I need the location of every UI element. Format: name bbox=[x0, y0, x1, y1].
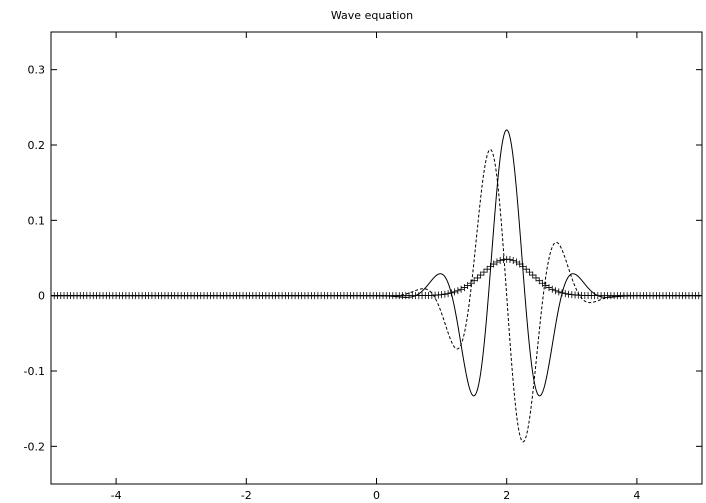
data-point-plus bbox=[447, 289, 455, 297]
data-point-plus bbox=[480, 268, 488, 276]
data-point-plus bbox=[529, 271, 537, 279]
data-point-plus bbox=[454, 287, 462, 295]
y-tick-label: -0.1 bbox=[24, 365, 45, 378]
data-point-plus bbox=[525, 268, 533, 276]
data-point-plus bbox=[522, 265, 530, 273]
data-point-plus bbox=[506, 256, 514, 264]
data-point-plus bbox=[548, 285, 556, 293]
y-tick-label: 0.1 bbox=[28, 214, 46, 227]
chart-title: Wave equation bbox=[331, 9, 413, 22]
y-tick-label: 0.2 bbox=[28, 139, 46, 152]
data-point-plus bbox=[555, 288, 563, 296]
axis-ticks-layer: -4 -2 0 2 4 -0.2 -0.1 0 0.1 0.2 0.3 bbox=[24, 32, 702, 502]
x-tick-label: 2 bbox=[503, 489, 510, 502]
plot-series-layer bbox=[51, 129, 702, 443]
data-point-plus bbox=[457, 285, 465, 293]
data-point-plus bbox=[460, 284, 468, 292]
data-point-plus bbox=[545, 284, 553, 292]
data-point-plus bbox=[444, 290, 452, 298]
data-point-plus bbox=[509, 256, 517, 264]
data-point-plus bbox=[441, 290, 449, 298]
data-point-plus bbox=[477, 271, 485, 279]
series-markers-envelope bbox=[51, 255, 702, 300]
data-point-plus bbox=[565, 290, 573, 298]
y-tick-label: 0.3 bbox=[28, 64, 46, 77]
data-point-plus bbox=[558, 289, 566, 297]
x-tick-label: -2 bbox=[241, 489, 252, 502]
series-line-solid bbox=[51, 129, 702, 397]
x-tick-label: 0 bbox=[373, 489, 380, 502]
data-point-plus bbox=[438, 291, 446, 299]
y-tick-label: -0.2 bbox=[24, 440, 45, 453]
y-tick-label: 0 bbox=[38, 290, 45, 303]
data-point-plus bbox=[451, 288, 459, 296]
data-point-plus bbox=[512, 258, 520, 266]
data-point-plus bbox=[473, 274, 481, 282]
x-tick-label: 4 bbox=[633, 489, 640, 502]
data-point-plus bbox=[496, 256, 504, 264]
data-point-plus bbox=[532, 274, 540, 282]
data-point-plus bbox=[552, 287, 560, 295]
x-tick-label: -4 bbox=[111, 489, 122, 502]
data-point-plus bbox=[561, 290, 569, 298]
plot-frame bbox=[50, 31, 703, 485]
data-point-plus bbox=[493, 258, 501, 266]
data-point-plus bbox=[470, 277, 478, 285]
